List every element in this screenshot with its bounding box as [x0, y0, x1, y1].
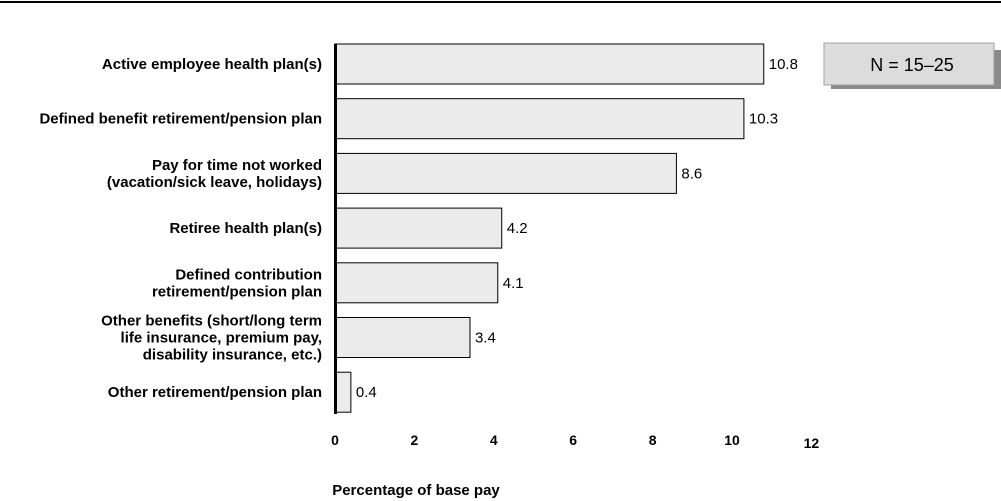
bar [334, 317, 471, 358]
x-tick-labels: 0 2 4 6 8 10 12 [331, 432, 819, 451]
x-tick-label: 6 [569, 432, 577, 448]
bar [334, 262, 499, 304]
category-label-line: (vacation/sick leave, holidays) [107, 174, 322, 191]
category-label: Other benefits (short/long term life insu… [101, 313, 322, 364]
x-axis-title: Percentage of base pay [332, 482, 500, 499]
category-label-line: Other retirement/pension plan [108, 384, 322, 401]
category-label-line: disability insurance, etc.) [143, 347, 322, 364]
n-annotation-text: N = 15–25 [870, 55, 954, 75]
category-label: Defined benefit retirement/pension plan [39, 111, 322, 128]
bar-value-label: 3.4 [475, 330, 496, 347]
bar-value-label: 8.6 [681, 165, 702, 182]
category-label: Retiree health plan(s) [169, 220, 322, 237]
bar-value-label: 10.3 [749, 111, 778, 128]
bar [334, 98, 745, 140]
category-label-line: Defined contribution [175, 266, 322, 283]
x-tick-label: 10 [724, 432, 740, 448]
bar [334, 207, 503, 249]
x-tick-label: 8 [649, 432, 657, 448]
bars-layer: 10.8 Active employee health plan(s) 10.3 De… [39, 43, 798, 413]
bar-value-label: 4.1 [503, 275, 524, 292]
bar-value-label: 10.8 [769, 56, 798, 73]
x-tick-label: 4 [490, 432, 498, 448]
n-annotation-box [823, 42, 995, 86]
category-label-line: life insurance, premium pay, [121, 330, 322, 347]
category-label: Pay for time not worked (vacation/sick le… [107, 157, 322, 191]
bar-value-label: 0.4 [356, 384, 377, 401]
category-label-line: Pay for time not worked [152, 157, 322, 174]
category-label-line: Defined benefit retirement/pension plan [39, 111, 322, 128]
category-label: Active employee health plan(s) [102, 56, 322, 73]
bar [334, 152, 677, 194]
x-tick-label: 0 [331, 432, 339, 448]
x-tick-label: 12 [804, 435, 820, 451]
n-annotation: N = 15–25 [823, 42, 1001, 89]
category-label-line: retirement/pension plan [152, 283, 322, 300]
category-label: Other retirement/pension plan [108, 384, 322, 401]
category-label-line: Active employee health plan(s) [102, 56, 322, 73]
bar-value-label: 4.2 [507, 220, 528, 237]
category-label: Defined contribution retirement/pension p… [152, 266, 322, 300]
bar [334, 43, 765, 85]
category-label-line: Other benefits (short/long term [101, 313, 322, 330]
category-label-line: Retiree health plan(s) [169, 220, 322, 237]
bar [334, 371, 352, 413]
x-tick-label: 2 [411, 432, 419, 448]
